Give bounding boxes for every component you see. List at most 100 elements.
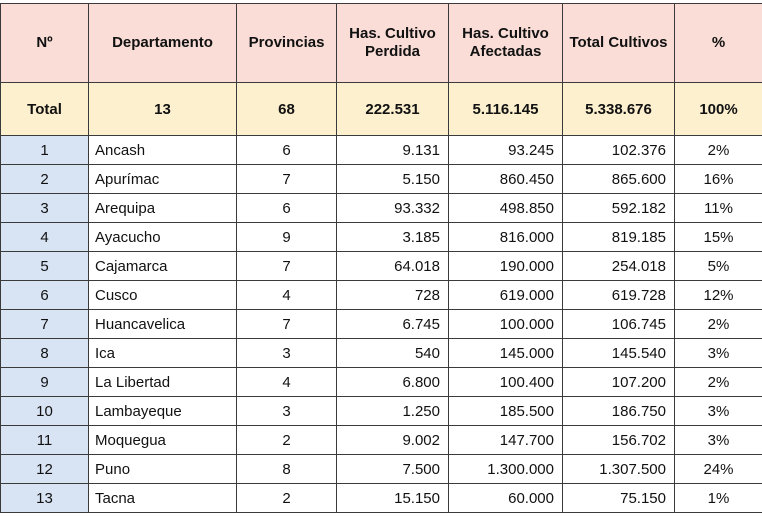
- table-row: 11 Moquegua 2 9.002 147.700 156.702 3%: [0, 425, 762, 455]
- cell-afectadas: 60.000: [448, 483, 563, 513]
- cell-provincias: 7: [236, 309, 337, 339]
- cell-pct: 2%: [674, 309, 762, 339]
- total-pct: 100%: [674, 82, 762, 136]
- cell-total: 107.200: [562, 367, 675, 397]
- total-label: Total: [0, 82, 89, 136]
- total-afectadas: 5.116.145: [448, 82, 563, 136]
- cell-n: 8: [0, 338, 89, 368]
- cell-departamento: Cajamarca: [88, 251, 237, 281]
- cell-perdida: 15.150: [336, 483, 449, 513]
- cell-total: 75.150: [562, 483, 675, 513]
- cell-total: 102.376: [562, 135, 675, 165]
- cell-provincias: 2: [236, 425, 337, 455]
- cell-n: 1: [0, 135, 89, 165]
- table-row: 8 Ica 3 540 145.000 145.540 3%: [0, 338, 762, 368]
- cell-perdida: 93.332: [336, 193, 449, 223]
- cell-provincias: 7: [236, 164, 337, 194]
- cell-total: 1.307.500: [562, 454, 675, 484]
- header-row: Nº Departamento Provincias Has. Cultivo …: [0, 3, 762, 83]
- cell-afectadas: 498.850: [448, 193, 563, 223]
- cell-afectadas: 147.700: [448, 425, 563, 455]
- cell-total: 619.728: [562, 280, 675, 310]
- cell-departamento: Arequipa: [88, 193, 237, 223]
- cell-pct: 24%: [674, 454, 762, 484]
- crop-loss-table: Nº Departamento Provincias Has. Cultivo …: [0, 3, 762, 513]
- header-afectadas: Has. Cultivo Afectadas: [448, 3, 563, 83]
- cell-n: 3: [0, 193, 89, 223]
- cell-afectadas: 145.000: [448, 338, 563, 368]
- cell-departamento: Puno: [88, 454, 237, 484]
- cell-departamento: Moquegua: [88, 425, 237, 455]
- cell-pct: 11%: [674, 193, 762, 223]
- header-departamento: Departamento: [88, 3, 237, 83]
- cell-provincias: 8: [236, 454, 337, 484]
- cell-afectadas: 100.000: [448, 309, 563, 339]
- cell-provincias: 9: [236, 222, 337, 252]
- cell-afectadas: 93.245: [448, 135, 563, 165]
- cell-total: 592.182: [562, 193, 675, 223]
- cell-perdida: 9.002: [336, 425, 449, 455]
- cell-n: 10: [0, 396, 89, 426]
- cell-provincias: 7: [236, 251, 337, 281]
- cell-perdida: 3.185: [336, 222, 449, 252]
- cell-departamento: Cusco: [88, 280, 237, 310]
- crop-loss-table-container: Nº Departamento Provincias Has. Cultivo …: [0, 3, 762, 513]
- cell-total: 186.750: [562, 396, 675, 426]
- cell-afectadas: 816.000: [448, 222, 563, 252]
- table-row: 5 Cajamarca 7 64.018 190.000 254.018 5%: [0, 251, 762, 281]
- cell-n: 13: [0, 483, 89, 513]
- table-row: 12 Puno 8 7.500 1.300.000 1.307.500 24%: [0, 454, 762, 484]
- header-n: Nº: [0, 3, 89, 83]
- cell-perdida: 9.131: [336, 135, 449, 165]
- cell-total: 819.185: [562, 222, 675, 252]
- cell-departamento: Huancavelica: [88, 309, 237, 339]
- cell-departamento: Ancash: [88, 135, 237, 165]
- cell-afectadas: 185.500: [448, 396, 563, 426]
- table-row: 10 Lambayeque 3 1.250 185.500 186.750 3%: [0, 396, 762, 426]
- cell-total: 145.540: [562, 338, 675, 368]
- table-row: 13 Tacna 2 15.150 60.000 75.150 1%: [0, 483, 762, 513]
- cell-perdida: 6.745: [336, 309, 449, 339]
- header-perdida: Has. Cultivo Perdida: [336, 3, 449, 83]
- cell-n: 11: [0, 425, 89, 455]
- cell-provincias: 6: [236, 135, 337, 165]
- total-total: 5.338.676: [562, 82, 675, 136]
- cell-perdida: 5.150: [336, 164, 449, 194]
- cell-pct: 15%: [674, 222, 762, 252]
- cell-total: 156.702: [562, 425, 675, 455]
- cell-departamento: Ica: [88, 338, 237, 368]
- table-row: 7 Huancavelica 7 6.745 100.000 106.745 2…: [0, 309, 762, 339]
- cell-pct: 12%: [674, 280, 762, 310]
- cell-pct: 3%: [674, 425, 762, 455]
- cell-total: 865.600: [562, 164, 675, 194]
- cell-provincias: 3: [236, 338, 337, 368]
- table-row: 9 La Libertad 4 6.800 100.400 107.200 2%: [0, 367, 762, 397]
- cell-n: 5: [0, 251, 89, 281]
- header-total: Total Cultivos: [562, 3, 675, 83]
- cell-provincias: 6: [236, 193, 337, 223]
- cell-perdida: 7.500: [336, 454, 449, 484]
- cell-pct: 3%: [674, 338, 762, 368]
- cell-perdida: 540: [336, 338, 449, 368]
- cell-perdida: 6.800: [336, 367, 449, 397]
- cell-departamento: Apurímac: [88, 164, 237, 194]
- total-row: Total 13 68 222.531 5.116.145 5.338.676 …: [0, 82, 762, 136]
- table-row: 4 Ayacucho 9 3.185 816.000 819.185 15%: [0, 222, 762, 252]
- total-provincias: 68: [236, 82, 337, 136]
- cell-pct: 16%: [674, 164, 762, 194]
- cell-departamento: La Libertad: [88, 367, 237, 397]
- cell-departamento: Lambayeque: [88, 396, 237, 426]
- table-row: 2 Apurímac 7 5.150 860.450 865.600 16%: [0, 164, 762, 194]
- cell-departamento: Ayacucho: [88, 222, 237, 252]
- cell-pct: 5%: [674, 251, 762, 281]
- cell-perdida: 64.018: [336, 251, 449, 281]
- cell-n: 6: [0, 280, 89, 310]
- table-row: 6 Cusco 4 728 619.000 619.728 12%: [0, 280, 762, 310]
- table-row: 3 Arequipa 6 93.332 498.850 592.182 11%: [0, 193, 762, 223]
- cell-provincias: 4: [236, 280, 337, 310]
- cell-afectadas: 860.450: [448, 164, 563, 194]
- cell-perdida: 1.250: [336, 396, 449, 426]
- cell-provincias: 4: [236, 367, 337, 397]
- cell-n: 9: [0, 367, 89, 397]
- cell-n: 12: [0, 454, 89, 484]
